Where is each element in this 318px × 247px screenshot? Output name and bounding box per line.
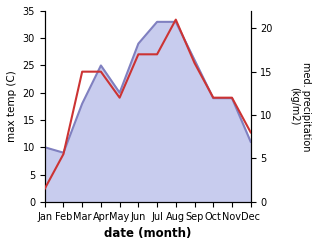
Y-axis label: max temp (C): max temp (C) [7, 70, 17, 142]
Y-axis label: med. precipitation
(kg/m2): med. precipitation (kg/m2) [289, 62, 311, 151]
X-axis label: date (month): date (month) [104, 227, 191, 240]
